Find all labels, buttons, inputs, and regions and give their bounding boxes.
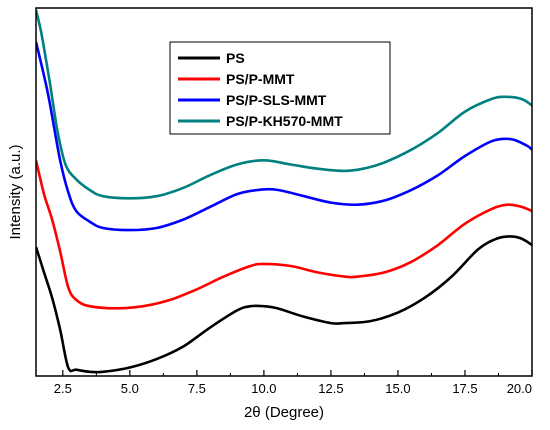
x-tick-label: 2.5 bbox=[54, 381, 72, 396]
legend: PS PS/P-MMT PS/P-SLS-MMT PS/P-KH570-MMT bbox=[169, 41, 391, 135]
x-tick-label: 15.0 bbox=[385, 381, 410, 396]
legend-label: PS/P-KH570-MMT bbox=[226, 113, 343, 129]
series-line-ps-p-kh570-mmt bbox=[36, 9, 532, 200]
legend-label: PS/P-MMT bbox=[226, 71, 295, 87]
series-line-ps-p-mmt bbox=[36, 160, 532, 310]
x-axis: 2.5 5.0 7.5 10.0 12.5 15.0 17.5 20.0 bbox=[54, 370, 533, 396]
x-tick-label: 10.0 bbox=[251, 381, 276, 396]
legend-label: PS/P-SLS-MMT bbox=[226, 92, 327, 108]
series-layer bbox=[36, 9, 532, 374]
legend-label: PS bbox=[226, 50, 245, 66]
series-line-ps-p-sls-mmt bbox=[36, 41, 532, 232]
series-line-ps bbox=[36, 235, 532, 374]
x-tick-label: 12.5 bbox=[318, 381, 343, 396]
x-tick-label: 17.5 bbox=[452, 381, 477, 396]
x-tick-label: 7.5 bbox=[188, 381, 206, 396]
x-tick-label: 20.0 bbox=[507, 381, 532, 396]
y-axis-title: Intensity (a.u.) bbox=[7, 144, 24, 239]
x-tick-label: 5.0 bbox=[121, 381, 139, 396]
x-axis-title: 2θ (Degree) bbox=[244, 404, 324, 421]
plot-frame bbox=[35, 7, 533, 377]
